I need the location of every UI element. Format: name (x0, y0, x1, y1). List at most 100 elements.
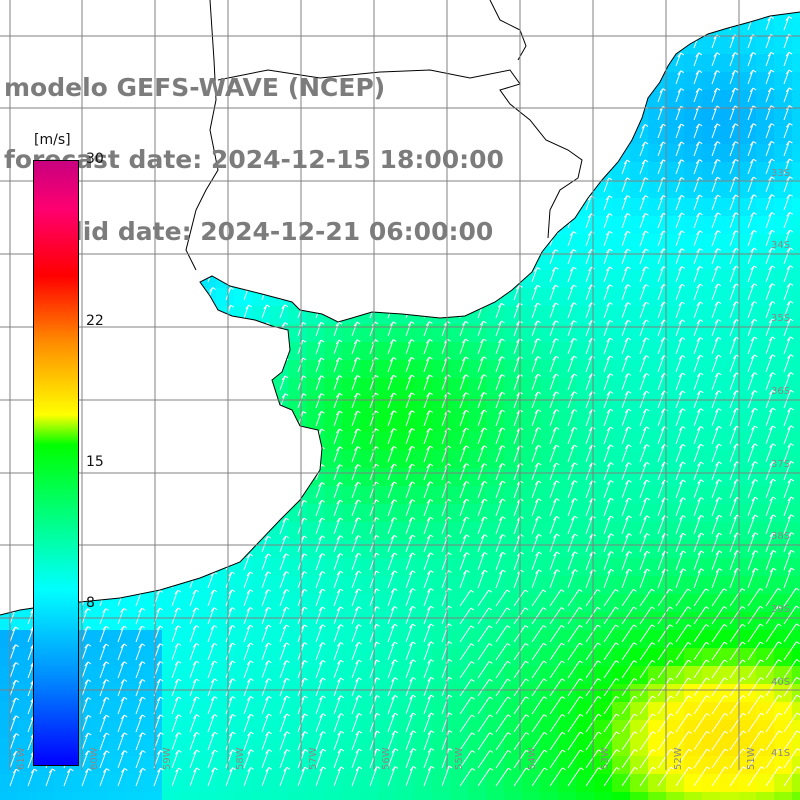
wind-cell (756, 36, 775, 55)
wind-arrow (711, 158, 721, 175)
wind-cell (774, 504, 793, 523)
wind-cell (738, 144, 757, 163)
wind-cell (342, 540, 361, 559)
wind-cell (738, 684, 757, 703)
wind-arrow (729, 87, 739, 103)
wind-cell (594, 450, 613, 469)
wind-cell (666, 234, 685, 253)
wind-cell (576, 432, 595, 451)
wind-cell (396, 468, 415, 487)
wind-cell (594, 792, 613, 800)
wind-cell (720, 738, 739, 757)
wind-cell (756, 468, 775, 487)
wind-cell (522, 396, 541, 415)
wind-cell (432, 558, 451, 577)
wind-cell (252, 612, 271, 631)
wind-cell (774, 684, 793, 703)
wind-cell (594, 468, 613, 487)
wind-cell (306, 540, 325, 559)
wind-arrow (747, 69, 757, 85)
wind-cell (234, 630, 253, 649)
wind-cell (522, 576, 541, 595)
wind-cell (558, 504, 577, 523)
wind-cell (432, 504, 451, 523)
wind-cell (756, 576, 775, 595)
wind-cell (450, 558, 469, 577)
wind-cell (378, 774, 397, 793)
wind-cell (792, 756, 800, 775)
wind-cell (774, 540, 793, 559)
wind-arrow (729, 141, 739, 157)
wind-cell (594, 432, 613, 451)
wind-cell (738, 126, 757, 145)
wind-cell (378, 540, 397, 559)
wind-cell (252, 702, 271, 721)
wind-cell (234, 612, 253, 631)
wind-cell (450, 684, 469, 703)
wind-cell (684, 432, 703, 451)
wind-cell (702, 738, 721, 757)
wind-cell (432, 594, 451, 613)
wind-cell (594, 756, 613, 775)
wind-cell (414, 522, 433, 541)
wind-cell (666, 144, 685, 163)
wind-cell (612, 666, 631, 685)
wind-cell (468, 738, 487, 757)
wind-cell (486, 522, 505, 541)
wind-cell (612, 378, 631, 397)
wind-cell (324, 594, 343, 613)
wind-cell (324, 792, 343, 800)
wind-cell (504, 594, 523, 613)
wind-cell (396, 378, 415, 397)
wind-cell (378, 612, 397, 631)
wind-cell (126, 648, 145, 667)
wind-cell (774, 738, 793, 757)
wind-cell (738, 720, 757, 739)
wind-cell (342, 594, 361, 613)
wind-cell (756, 630, 775, 649)
wind-cell (792, 774, 800, 793)
wind-cell (144, 594, 163, 613)
wind-cell (792, 378, 800, 397)
wind-cell (702, 630, 721, 649)
wind-cell (684, 378, 703, 397)
wind-cell (378, 360, 397, 379)
longitude-label: 53W (600, 747, 611, 770)
wind-cell (252, 558, 271, 577)
wind-cell (684, 594, 703, 613)
wind-cell (720, 594, 739, 613)
wind-cell (144, 720, 163, 739)
wind-cell (684, 738, 703, 757)
wind-cell (720, 702, 739, 721)
wind-cell (738, 306, 757, 325)
wind-cell (414, 720, 433, 739)
wind-cell (342, 738, 361, 757)
wind-cell (216, 594, 235, 613)
wind-cell (684, 396, 703, 415)
wind-cell (108, 738, 127, 757)
wind-cell (378, 684, 397, 703)
wind-cell (612, 648, 631, 667)
wind-cell (216, 792, 235, 800)
wind-cell (666, 414, 685, 433)
wind-cell (558, 234, 577, 253)
wind-cell (288, 756, 307, 775)
wind-cell (198, 684, 217, 703)
wind-cell (126, 594, 145, 613)
wind-cell (792, 126, 800, 145)
wind-cell (792, 702, 800, 721)
wind-cell (198, 774, 217, 793)
wind-cell (594, 522, 613, 541)
wind-cell (720, 720, 739, 739)
wind-cell (756, 306, 775, 325)
wind-cell (738, 180, 757, 199)
wind-cell (540, 468, 559, 487)
wind-cell (450, 432, 469, 451)
wind-cell (504, 702, 523, 721)
wind-cell (666, 792, 685, 800)
wind-cell (576, 792, 595, 800)
wind-cell (648, 738, 667, 757)
wind-cell (720, 342, 739, 361)
wind-cell (684, 666, 703, 685)
wind-cell (792, 54, 800, 73)
